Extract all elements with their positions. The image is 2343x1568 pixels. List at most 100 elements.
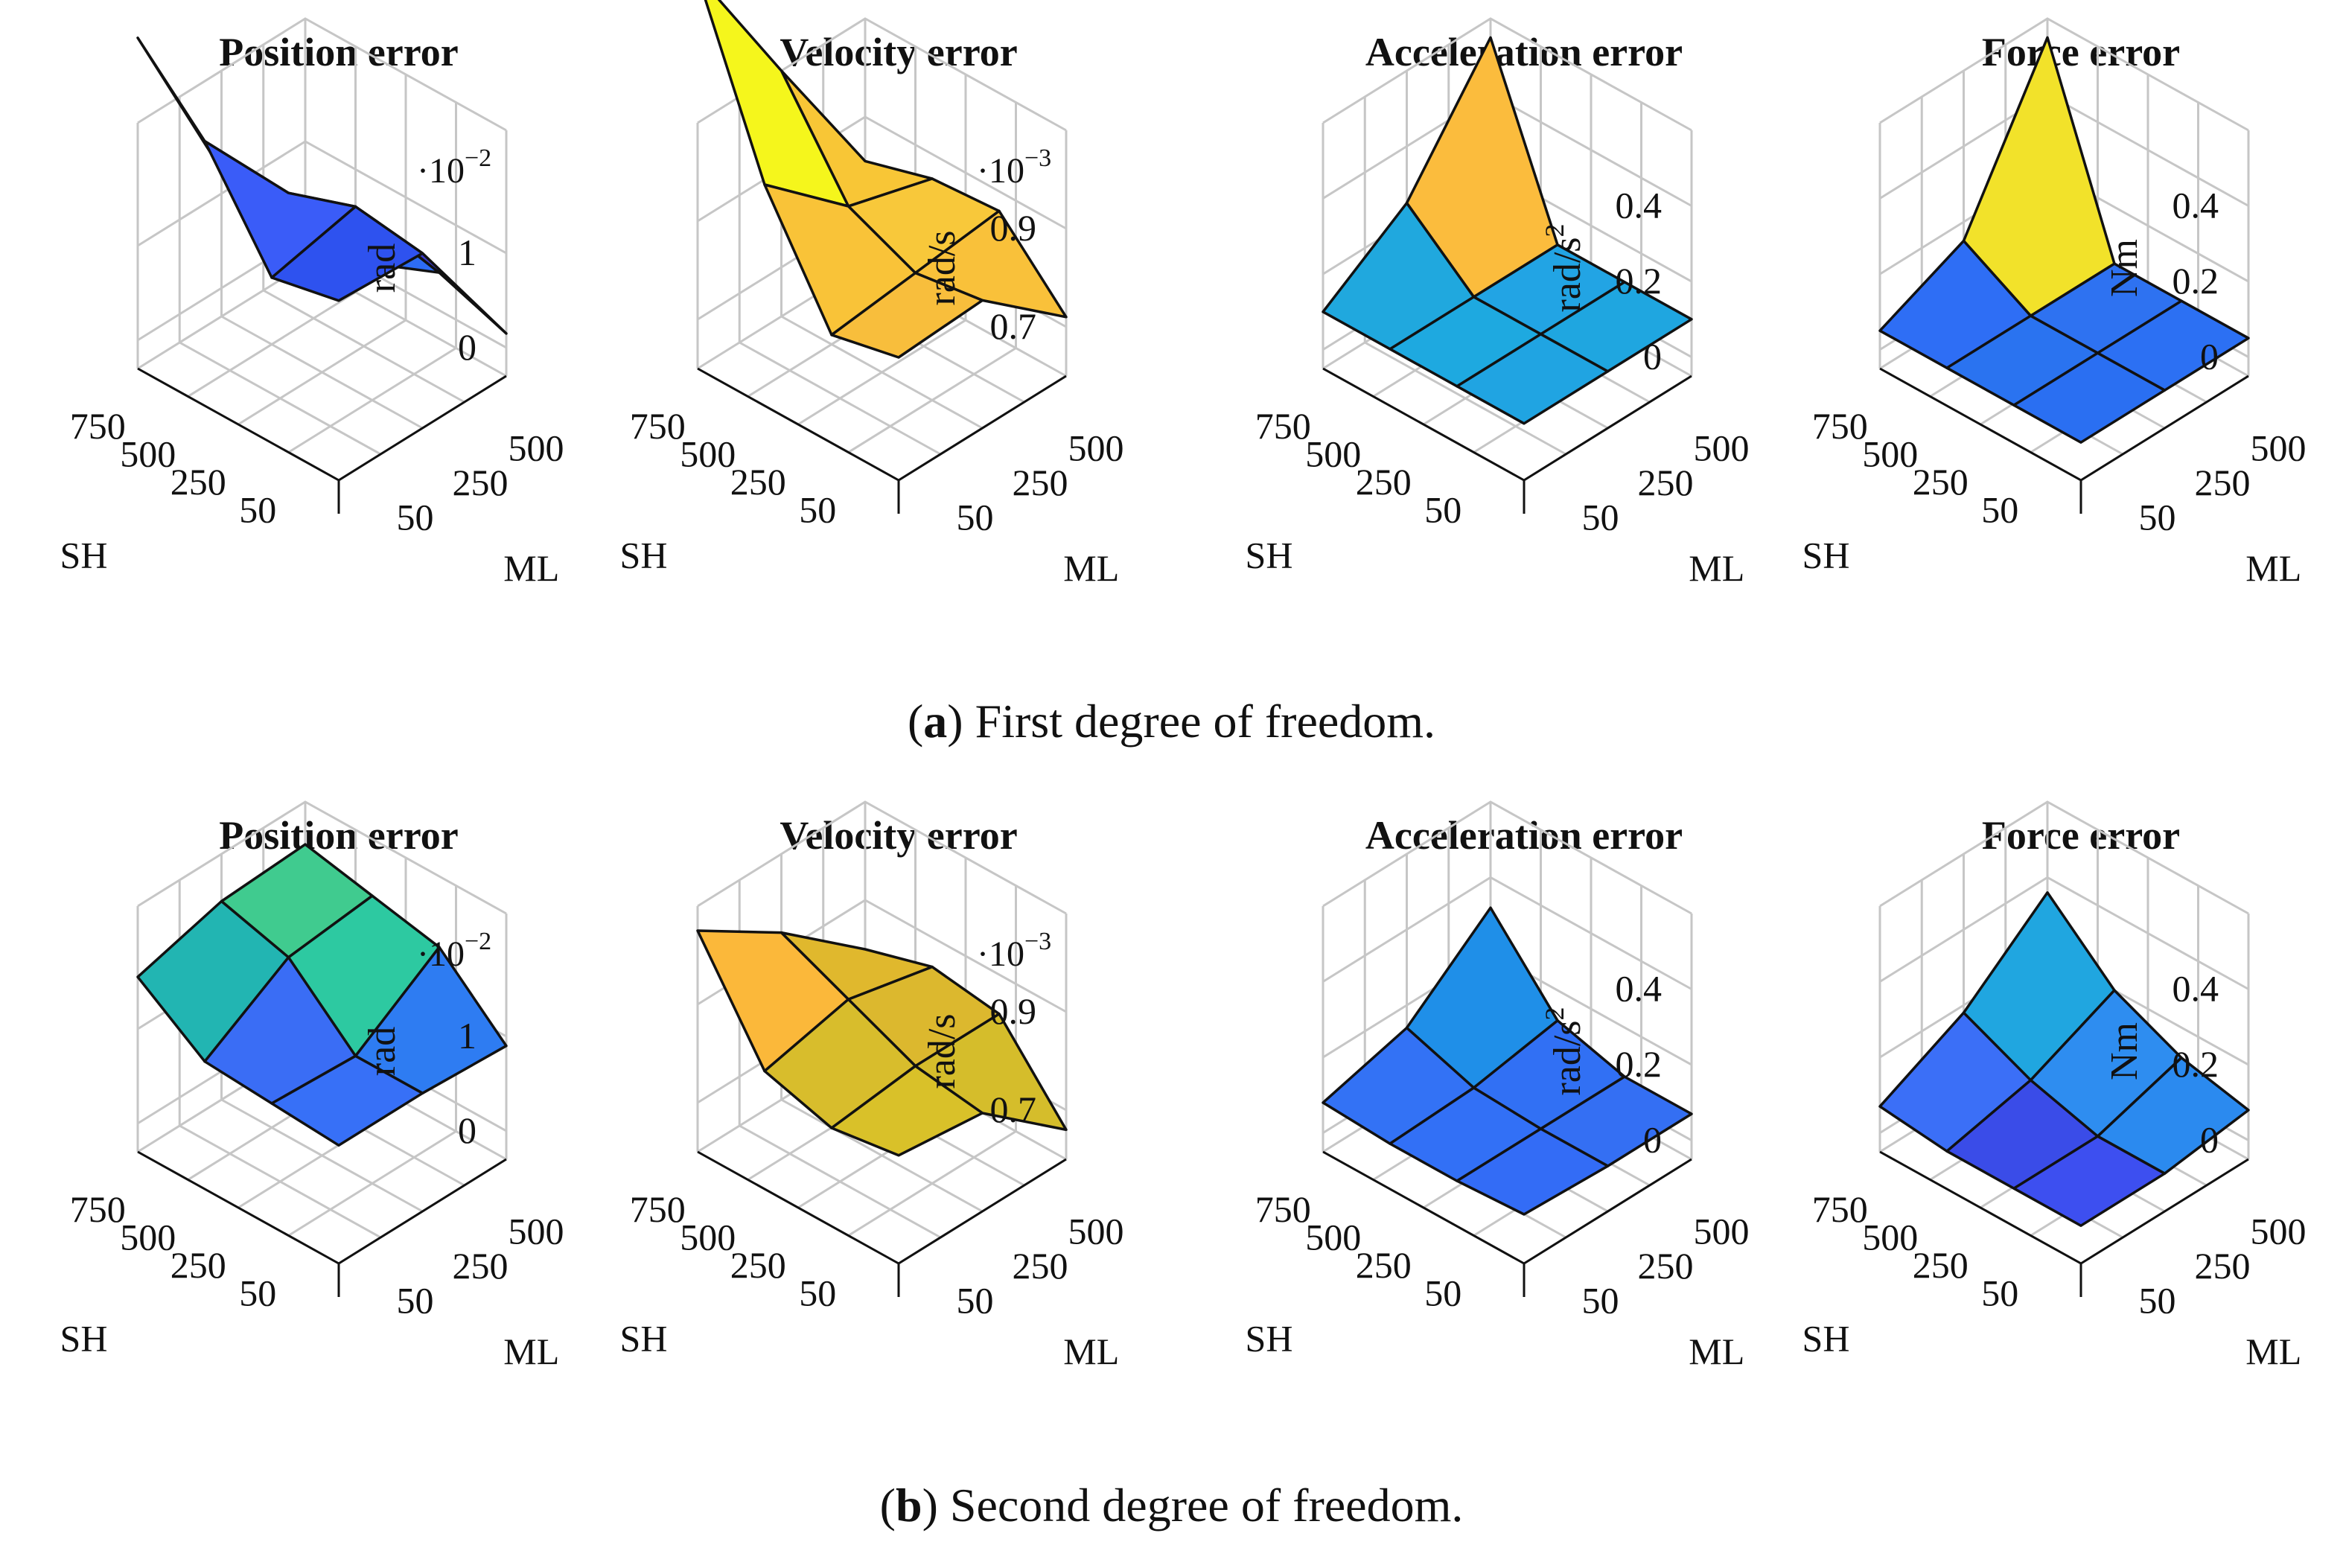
z-tick-label: 0.2 (2173, 260, 2219, 302)
z-multiplier-exp: −2 (465, 144, 491, 172)
sh-tick-label: 750 (1812, 405, 1868, 447)
ml-axis-line (1523, 375, 1692, 482)
z-tick-label: 0 (458, 1109, 476, 1151)
z-tick-label: 0.9 (990, 207, 1037, 249)
z-tick-label: 0 (2200, 1119, 2219, 1161)
caption-a-text: First degree of freedom. (975, 695, 1436, 748)
grid-line (1322, 800, 1692, 915)
caption-b-label: b (895, 1479, 922, 1532)
chart-panel-3: Acceleration error00.20.4rad/s2502505007… (1246, 17, 1750, 589)
grid-line (1879, 876, 2249, 990)
ml-tick-label: 50 (2139, 497, 2176, 538)
chart-panel-1: Position error01rad·10−25025050075050250… (60, 17, 564, 589)
z-tick-label: 0 (458, 326, 476, 368)
sh-axis-line (1879, 1150, 2082, 1265)
sh-tick-label: 50 (239, 488, 276, 530)
z-tick-label: 0.2 (1616, 260, 1663, 302)
z-axis-label: rad/s (921, 1013, 963, 1089)
ml-tick-label: 500 (1694, 1210, 1750, 1252)
sh-axis-line (1879, 367, 2082, 482)
ml-axis-line (2080, 375, 2249, 482)
z-axis-label: rad/s2 (1540, 223, 1589, 312)
surface-face (1456, 333, 1610, 425)
ml-tick-label: 500 (509, 1210, 564, 1252)
sh-tick-label: 500 (680, 1216, 736, 1258)
surface (136, 36, 508, 335)
sh-axis-label: SH (1802, 1318, 1850, 1360)
sh-axis-label: SH (620, 535, 668, 576)
sh-tick-label: 50 (1424, 1272, 1461, 1313)
sh-tick-label: 50 (1981, 488, 2018, 530)
surface-face (830, 271, 984, 359)
sh-tick-label: 250 (730, 1244, 786, 1286)
ml-axis-line (1523, 1158, 1692, 1265)
sh-tick-label: 750 (630, 405, 686, 447)
floor-line (179, 341, 381, 456)
grid-line (137, 800, 507, 915)
chart-panel-5: Position error01rad·10−25025050075050250… (60, 800, 564, 1372)
grid-line (697, 115, 1067, 230)
sh-tick-label: 250 (1913, 461, 1969, 503)
z-tick-label: 0.4 (2173, 185, 2219, 226)
ml-tick-label: 250 (2195, 462, 2251, 503)
sh-tick-label: 500 (1862, 433, 1918, 474)
ml-tick-label: 250 (1013, 1245, 1068, 1287)
sh-axis-label: SH (60, 1318, 108, 1360)
ml-axis-line (2080, 1158, 2249, 1265)
sh-axis-label: SH (60, 535, 108, 576)
z-multiplier: ·10−2 (417, 144, 491, 191)
ml-axis-label: ML (1063, 547, 1119, 589)
ml-tick-label: 50 (397, 497, 434, 538)
z-axis-label: rad/s2 (1540, 1007, 1589, 1095)
sh-tick-label: 500 (680, 433, 736, 474)
caption-a-label: a (923, 695, 948, 748)
z-multiplier: ·10−3 (977, 144, 1051, 191)
z-tick-label: 1 (458, 232, 476, 273)
z-multiplier: ·10−2 (417, 928, 491, 974)
sh-axis-label: SH (620, 1318, 668, 1360)
ml-tick-label: 500 (1068, 1210, 1124, 1252)
sh-tick-label: 50 (799, 1272, 836, 1313)
z-tick-label: 0.4 (1616, 968, 1663, 1010)
z-tick-label: 1 (458, 1015, 476, 1057)
grid-line (1879, 17, 2249, 132)
grid-line (1322, 17, 1692, 132)
sh-axis-line (1322, 367, 1525, 482)
sh-tick-label: 50 (1424, 488, 1461, 530)
sh-tick-label: 750 (70, 405, 126, 447)
z-tick-label: 0 (1643, 336, 1662, 377)
z-axis-label: Nm (2103, 1022, 2146, 1080)
sh-tick-label: 250 (1913, 1244, 1969, 1286)
ml-tick-label: 50 (957, 1280, 994, 1322)
ml-axis-label: ML (1063, 1330, 1119, 1372)
ml-tick-label: 250 (453, 462, 509, 503)
chart-panel-8: Force error00.20.4Nm5025050075050250500S… (1802, 800, 2307, 1372)
sh-axis-line (1322, 1150, 1525, 1265)
chart-panel-2: Velocity error0.70.9rad/s·10−35025050075… (620, 0, 1124, 589)
ml-axis-line (338, 375, 507, 482)
surface-face (2012, 1135, 2167, 1227)
z-tick-label: 0.9 (990, 990, 1037, 1032)
ml-axis-label: ML (2245, 547, 2301, 589)
surface-face (1456, 1127, 1610, 1216)
floor-line (739, 1124, 941, 1239)
sh-tick-label: 500 (1862, 1216, 1918, 1258)
sh-axis-label: SH (1246, 1318, 1293, 1360)
z-tick-label: 0.7 (990, 1089, 1037, 1130)
sh-tick-label: 750 (1812, 1188, 1868, 1230)
floor-line (739, 341, 941, 456)
ml-axis-line (898, 375, 1067, 482)
ml-axis-label: ML (503, 547, 559, 589)
sh-tick-label: 750 (630, 1188, 686, 1230)
z-tick-label: 0 (1643, 1119, 1662, 1161)
chart-panel-7: Acceleration error00.20.4rad/s2502505007… (1246, 800, 1750, 1372)
sh-tick-label: 50 (1981, 1272, 2018, 1313)
sh-axis-line (697, 367, 899, 482)
z-tick-label: 0.2 (2173, 1043, 2219, 1085)
z-tick-label: 0.7 (990, 305, 1037, 347)
floor-line (220, 315, 424, 430)
sh-tick-label: 500 (1305, 433, 1361, 474)
ml-axis-label: ML (1689, 1330, 1744, 1372)
grid-line (1879, 800, 2249, 915)
